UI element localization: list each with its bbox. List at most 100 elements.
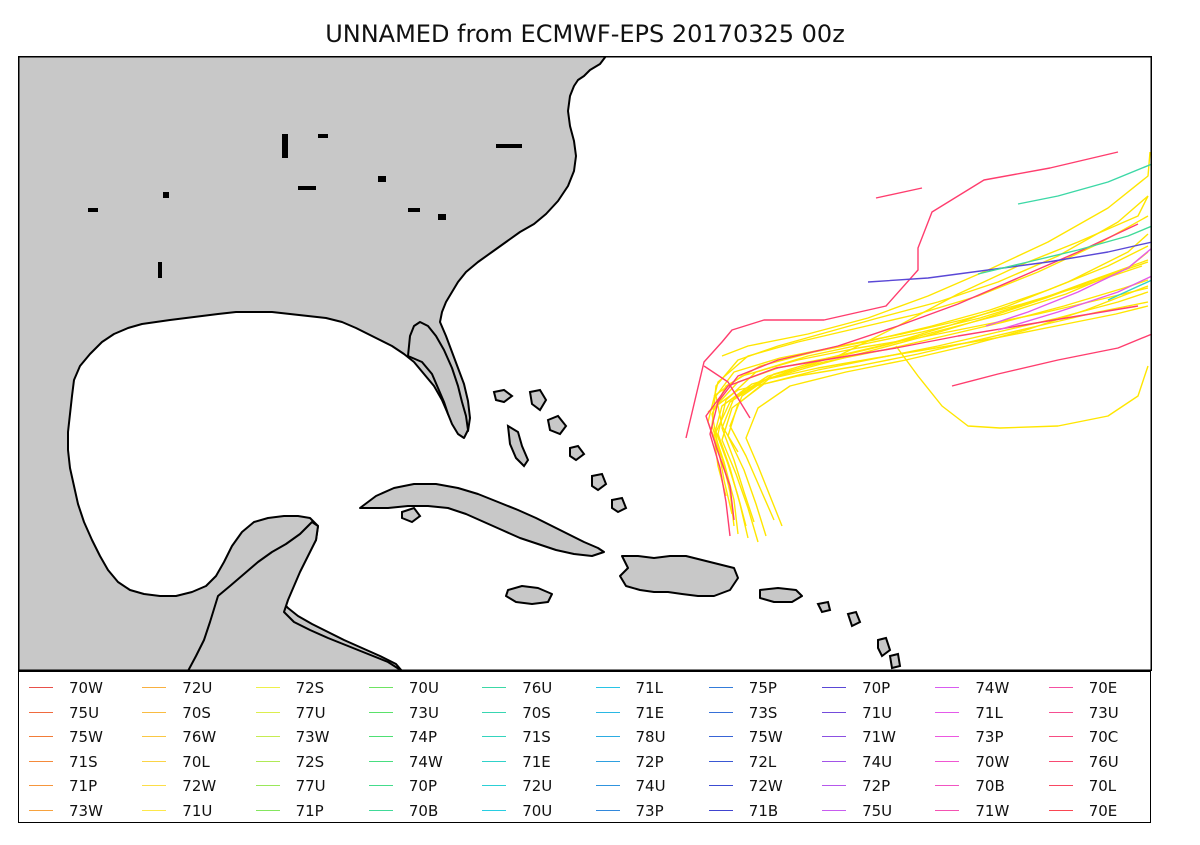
legend-label: 74P bbox=[408, 728, 438, 747]
legend-label: 72S bbox=[295, 679, 325, 697]
legend-entry: 70E bbox=[1039, 799, 1155, 824]
legend-swatch bbox=[708, 687, 733, 688]
legend-swatch bbox=[142, 760, 167, 762]
legend-swatch bbox=[368, 809, 393, 811]
legend-entry: 71W bbox=[812, 725, 928, 750]
legend-column: 71L 71E 78U 72P 74U 73P bbox=[586, 676, 702, 824]
legend-entry: 70L bbox=[1039, 774, 1155, 799]
legend-label: 70W bbox=[975, 752, 1010, 771]
legend-label: 72W bbox=[182, 777, 217, 796]
legend-swatch bbox=[29, 711, 53, 713]
legend-entry: 72S bbox=[246, 750, 362, 775]
legend-entry: 73U bbox=[1039, 701, 1155, 726]
legend-column: 70W 75U 75W 71S 71P 73W bbox=[19, 676, 135, 824]
legend-label: 72U bbox=[182, 679, 213, 697]
legend-swatch bbox=[708, 736, 733, 738]
legend-swatch bbox=[255, 809, 280, 811]
legend-label: 73W bbox=[295, 728, 330, 747]
legend-entry: 71U bbox=[132, 799, 248, 824]
legend-entry: 70P bbox=[812, 676, 928, 701]
legend-swatch bbox=[142, 736, 167, 738]
legend-swatch bbox=[142, 711, 167, 713]
legend-swatch bbox=[708, 711, 733, 713]
legend-swatch bbox=[482, 809, 507, 811]
legend-swatch bbox=[822, 785, 847, 787]
legend-label: 70E bbox=[1088, 801, 1118, 820]
legend-label: 72P bbox=[862, 777, 891, 796]
legend-entry: 71B bbox=[699, 799, 815, 824]
legend-entry: 72W bbox=[699, 774, 815, 799]
land-cuba bbox=[359, 483, 605, 557]
legend-entry: 72U bbox=[472, 774, 588, 799]
legend-label: 71U bbox=[182, 801, 213, 820]
legend-entry: 73P bbox=[586, 799, 702, 824]
legend-label: 72L bbox=[748, 752, 777, 771]
legend-entry: 70W bbox=[925, 750, 1041, 775]
legend-entry: 71E bbox=[586, 701, 702, 726]
legend-entry: 75U bbox=[812, 799, 928, 824]
legend-swatch bbox=[595, 736, 620, 738]
legend-swatch bbox=[142, 785, 167, 787]
legend-label: 73W bbox=[69, 801, 103, 820]
legend-label: 71P bbox=[69, 777, 98, 796]
legend-swatch bbox=[708, 785, 733, 787]
legend-column: 70P 71U 71W 74U 72P 75U bbox=[812, 676, 928, 824]
legend-label: 73U bbox=[408, 703, 439, 722]
legend-swatch bbox=[368, 760, 393, 762]
track-map bbox=[18, 56, 1152, 671]
legend-entry: 71L bbox=[925, 701, 1041, 726]
legend-entry: 77U bbox=[246, 774, 362, 799]
land-jamaica bbox=[505, 585, 553, 605]
legend-entry: 70L bbox=[132, 750, 248, 775]
legend-entry: 70U bbox=[359, 676, 475, 701]
legend-entry: 70B bbox=[359, 799, 475, 824]
legend-swatch bbox=[822, 760, 847, 762]
legend-column: 70U 73U 74P 74W 70P 70B bbox=[359, 676, 475, 824]
legend-label: 70B bbox=[408, 801, 439, 820]
legend-swatch bbox=[1048, 736, 1073, 738]
legend-swatch bbox=[142, 809, 167, 811]
legend-entry: 70U bbox=[472, 799, 588, 824]
legend-entry: 73W bbox=[19, 799, 135, 824]
legend-swatch bbox=[29, 736, 53, 738]
legend-swatch bbox=[29, 809, 53, 811]
legend-swatch bbox=[29, 760, 53, 762]
legend-label: 77U bbox=[295, 703, 326, 722]
legend-entry: 72P bbox=[812, 774, 928, 799]
legend-swatch bbox=[255, 785, 280, 787]
legend-label: 75U bbox=[862, 801, 893, 820]
legend-swatch bbox=[482, 736, 507, 738]
legend-column: 72S 77U 73W 72S 77U 71P bbox=[246, 676, 362, 824]
legend-entry: 70S bbox=[132, 701, 248, 726]
land-north-america bbox=[18, 56, 607, 671]
legend-swatch bbox=[368, 785, 393, 787]
legend-swatch bbox=[29, 687, 53, 688]
legend-swatch bbox=[1048, 711, 1073, 713]
legend-label: 72W bbox=[748, 777, 783, 796]
legend-label: 71L bbox=[635, 679, 663, 697]
legend-entry: 71S bbox=[472, 725, 588, 750]
legend-swatch bbox=[822, 711, 847, 713]
legend-entry: 70C bbox=[1039, 725, 1155, 750]
map-frame bbox=[18, 56, 1152, 671]
legend-entry: 70E bbox=[1039, 676, 1155, 701]
legend-label: 73P bbox=[635, 801, 664, 820]
legend-entry: 73P bbox=[925, 725, 1041, 750]
legend-swatch bbox=[255, 711, 280, 713]
legend-entry: 71U bbox=[812, 701, 928, 726]
legend-label: 71L bbox=[975, 703, 1003, 722]
legend-swatch bbox=[822, 736, 847, 738]
legend-label: 77U bbox=[295, 777, 326, 796]
legend-label: 70C bbox=[1088, 728, 1119, 747]
legend-entry: 70S bbox=[472, 701, 588, 726]
legend-swatch bbox=[708, 809, 733, 811]
legend-entry: 75P bbox=[699, 676, 815, 701]
legend-entry: 71P bbox=[246, 799, 362, 824]
legend-entry: 74U bbox=[586, 774, 702, 799]
legend-swatch bbox=[595, 711, 620, 713]
legend-label: 74U bbox=[635, 777, 666, 796]
legend-swatch bbox=[368, 711, 393, 713]
legend-label: 71B bbox=[748, 801, 779, 820]
legend-swatch bbox=[482, 760, 507, 762]
legend-entry: 78U bbox=[586, 725, 702, 750]
